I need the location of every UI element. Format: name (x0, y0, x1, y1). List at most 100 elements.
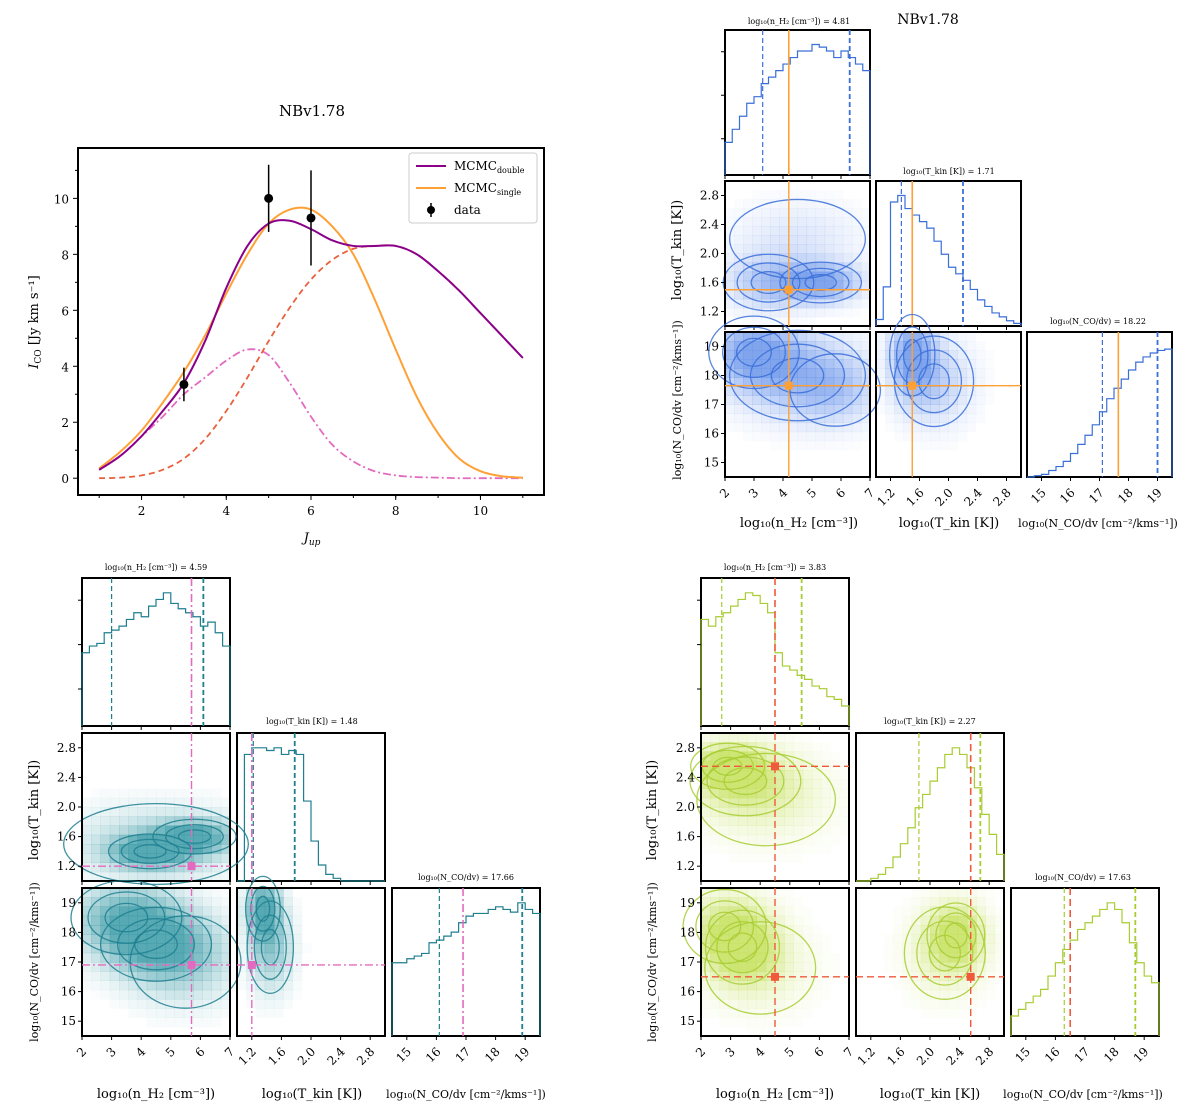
corner-density-cell (812, 751, 822, 762)
corner-y-tick-label: 15 (61, 1014, 76, 1028)
corner-density-cell (779, 199, 789, 209)
corner-density-cell (806, 217, 817, 227)
corner-density-cell (911, 934, 922, 944)
corner-density-cell (156, 816, 166, 826)
corner-density-cell (109, 834, 120, 845)
corner-density-cell (784, 770, 794, 780)
corner-density-cell (156, 825, 166, 836)
corner-density-cell (930, 441, 940, 451)
corner-density-cell (930, 980, 940, 991)
corner-density-cell (770, 441, 780, 451)
corner-density-cell (82, 825, 92, 836)
corner-density-cell (743, 217, 753, 227)
corner-y-tick-label: 2.4 (57, 770, 76, 784)
corner-blue-xlabel-tkin: log₁₀(T_kin [K]) (899, 516, 999, 531)
corner-density-cell (911, 925, 922, 935)
corner-density-cell (833, 404, 844, 415)
corner-density-cell (903, 350, 913, 360)
corner-density-cell (100, 825, 111, 836)
corner-contour (728, 329, 867, 422)
corner-x-tick-label: 16 (1042, 1045, 1063, 1066)
corner-density-cell (183, 980, 194, 991)
corner-density-cell (146, 962, 157, 972)
corner-density-cell (793, 989, 804, 1000)
corner-density-cell (264, 962, 275, 972)
corner-density-cell (802, 751, 813, 762)
corner-density-cell (193, 971, 203, 981)
corner-density-cell (806, 386, 817, 396)
corner-teal-title-nh2: log₁₀(n_H₂ [cm⁻³]) = 4.59 (105, 563, 207, 572)
corner-y-tick-label: 2.8 (57, 741, 76, 755)
corner-density-cell (82, 871, 92, 882)
corner-density-cell (202, 807, 212, 817)
corner-density-cell (91, 834, 101, 845)
corner-density-cell (802, 742, 813, 752)
corner-density-cell (894, 341, 904, 351)
corner-contour (789, 353, 882, 427)
corner-density-cell (193, 807, 203, 817)
corner-density-cell (719, 906, 730, 917)
corner-contour (165, 823, 224, 850)
corner-x-tick-label: 4 (775, 485, 791, 501)
corner-density-cell (743, 332, 753, 342)
corner-y-tick-label: 1.6 (676, 830, 695, 844)
corner-density-cell (146, 888, 157, 898)
corner-density-cell (719, 952, 730, 963)
corner-y-tick-label: 18 (61, 925, 76, 939)
corner-density-cell (119, 834, 129, 845)
corner-density-cell (747, 733, 757, 743)
corner-density-cell (193, 980, 203, 991)
corner-density-cell (183, 934, 194, 944)
corner-density-cell (156, 906, 166, 917)
corner-density-cell (719, 797, 730, 808)
corner-density-cell (842, 280, 853, 291)
corner-density-cell (119, 971, 129, 981)
corner-density-cell (812, 999, 822, 1009)
corner-density-cell (860, 289, 871, 300)
corner-density-cell (220, 862, 231, 873)
corner-density-cell (165, 888, 175, 898)
corner-density-cell (761, 350, 771, 360)
corner-x-tick-label: 3 (104, 1045, 119, 1060)
corner-density-cell (212, 1018, 222, 1028)
corner-density-cell (725, 271, 735, 282)
corner-contour (682, 888, 767, 965)
corner-density-cell (911, 999, 922, 1009)
corner-y-tick-label: 17 (680, 955, 695, 969)
y-tick-label: 6 (61, 304, 69, 318)
corner-x-tick-label: 16 (423, 1045, 444, 1066)
corner-density-cell (720, 1018, 730, 1028)
corner-density-cell (903, 332, 913, 342)
corner-density-cell (852, 441, 862, 451)
corner-contour (246, 900, 295, 995)
corner-density-cell (966, 404, 977, 415)
corner-density-cell (738, 906, 748, 917)
corner-density-cell (939, 962, 949, 972)
corner-density-cell (851, 280, 862, 291)
corner-density-cell (183, 1017, 194, 1028)
corner-density-cell (775, 1008, 785, 1018)
corner-hist-frame-tkin (875, 180, 1022, 327)
corner-density-cell (860, 422, 871, 433)
corner-density-cell (842, 377, 853, 387)
corner-density-cell (202, 871, 212, 882)
corner-density-cell (765, 770, 776, 780)
corner-density-cell (839, 770, 850, 780)
corner-density-cell (775, 788, 785, 799)
corner-density-cell (802, 971, 813, 981)
corner-density-cell (876, 395, 886, 405)
corner-density-cell (842, 298, 853, 309)
corner-contour (722, 326, 786, 379)
corner-density-cell (765, 751, 776, 762)
corner-density-cell (775, 888, 785, 898)
corner-density-cell (174, 1008, 185, 1018)
corner-density-cell (91, 962, 101, 972)
corner-density-cell (710, 962, 720, 972)
corner-density-cell (788, 226, 798, 236)
corner-density-cell (761, 280, 771, 291)
corner-density-cell (211, 797, 222, 808)
corner-density-cell (788, 377, 798, 387)
corner-density-cell (202, 888, 212, 898)
corner-lime-xlabel-nh2: log₁₀(n_H₂ [cm⁻³]) (716, 1087, 834, 1102)
corner-density-cell (797, 341, 808, 351)
